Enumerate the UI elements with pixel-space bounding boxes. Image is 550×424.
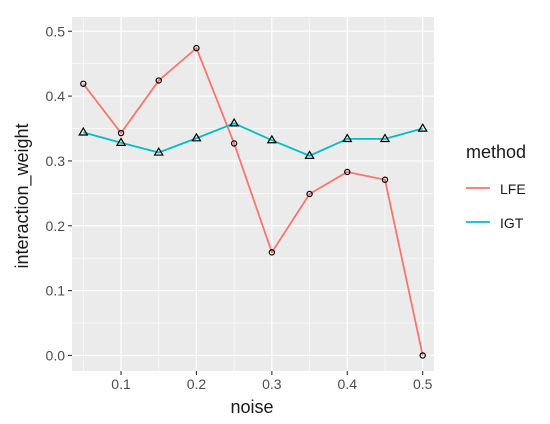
y-axis-ticks: 0.0 0.1 0.2 0.3 0.4 0.5 xyxy=(46,23,72,363)
legend: method LFE IGT xyxy=(466,142,526,231)
plot-panel xyxy=(72,17,434,371)
x-axis-ticks: 0.1 0.2 0.3 0.4 0.5 xyxy=(111,371,432,392)
x-axis-label: noise xyxy=(230,397,273,417)
y-tick-label: 0.5 xyxy=(46,23,66,39)
x-tick-label: 0.4 xyxy=(338,376,358,392)
x-tick-label: 0.1 xyxy=(111,376,131,392)
y-tick-label: 0.4 xyxy=(46,88,66,104)
legend-title: method xyxy=(466,142,526,162)
x-tick-label: 0.3 xyxy=(262,376,282,392)
y-tick-label: 0.0 xyxy=(46,347,66,363)
y-axis-label: interaction_weight xyxy=(12,123,33,268)
y-tick-label: 0.1 xyxy=(46,283,66,299)
y-tick-label: 0.3 xyxy=(46,153,66,169)
legend-label-lfe: LFE xyxy=(500,181,526,197)
legend-label-igt: IGT xyxy=(500,215,524,231)
x-tick-label: 0.2 xyxy=(187,376,207,392)
legend-items: LFE IGT xyxy=(466,181,526,231)
y-tick-label: 0.2 xyxy=(46,218,66,234)
x-tick-label: 0.5 xyxy=(413,376,433,392)
